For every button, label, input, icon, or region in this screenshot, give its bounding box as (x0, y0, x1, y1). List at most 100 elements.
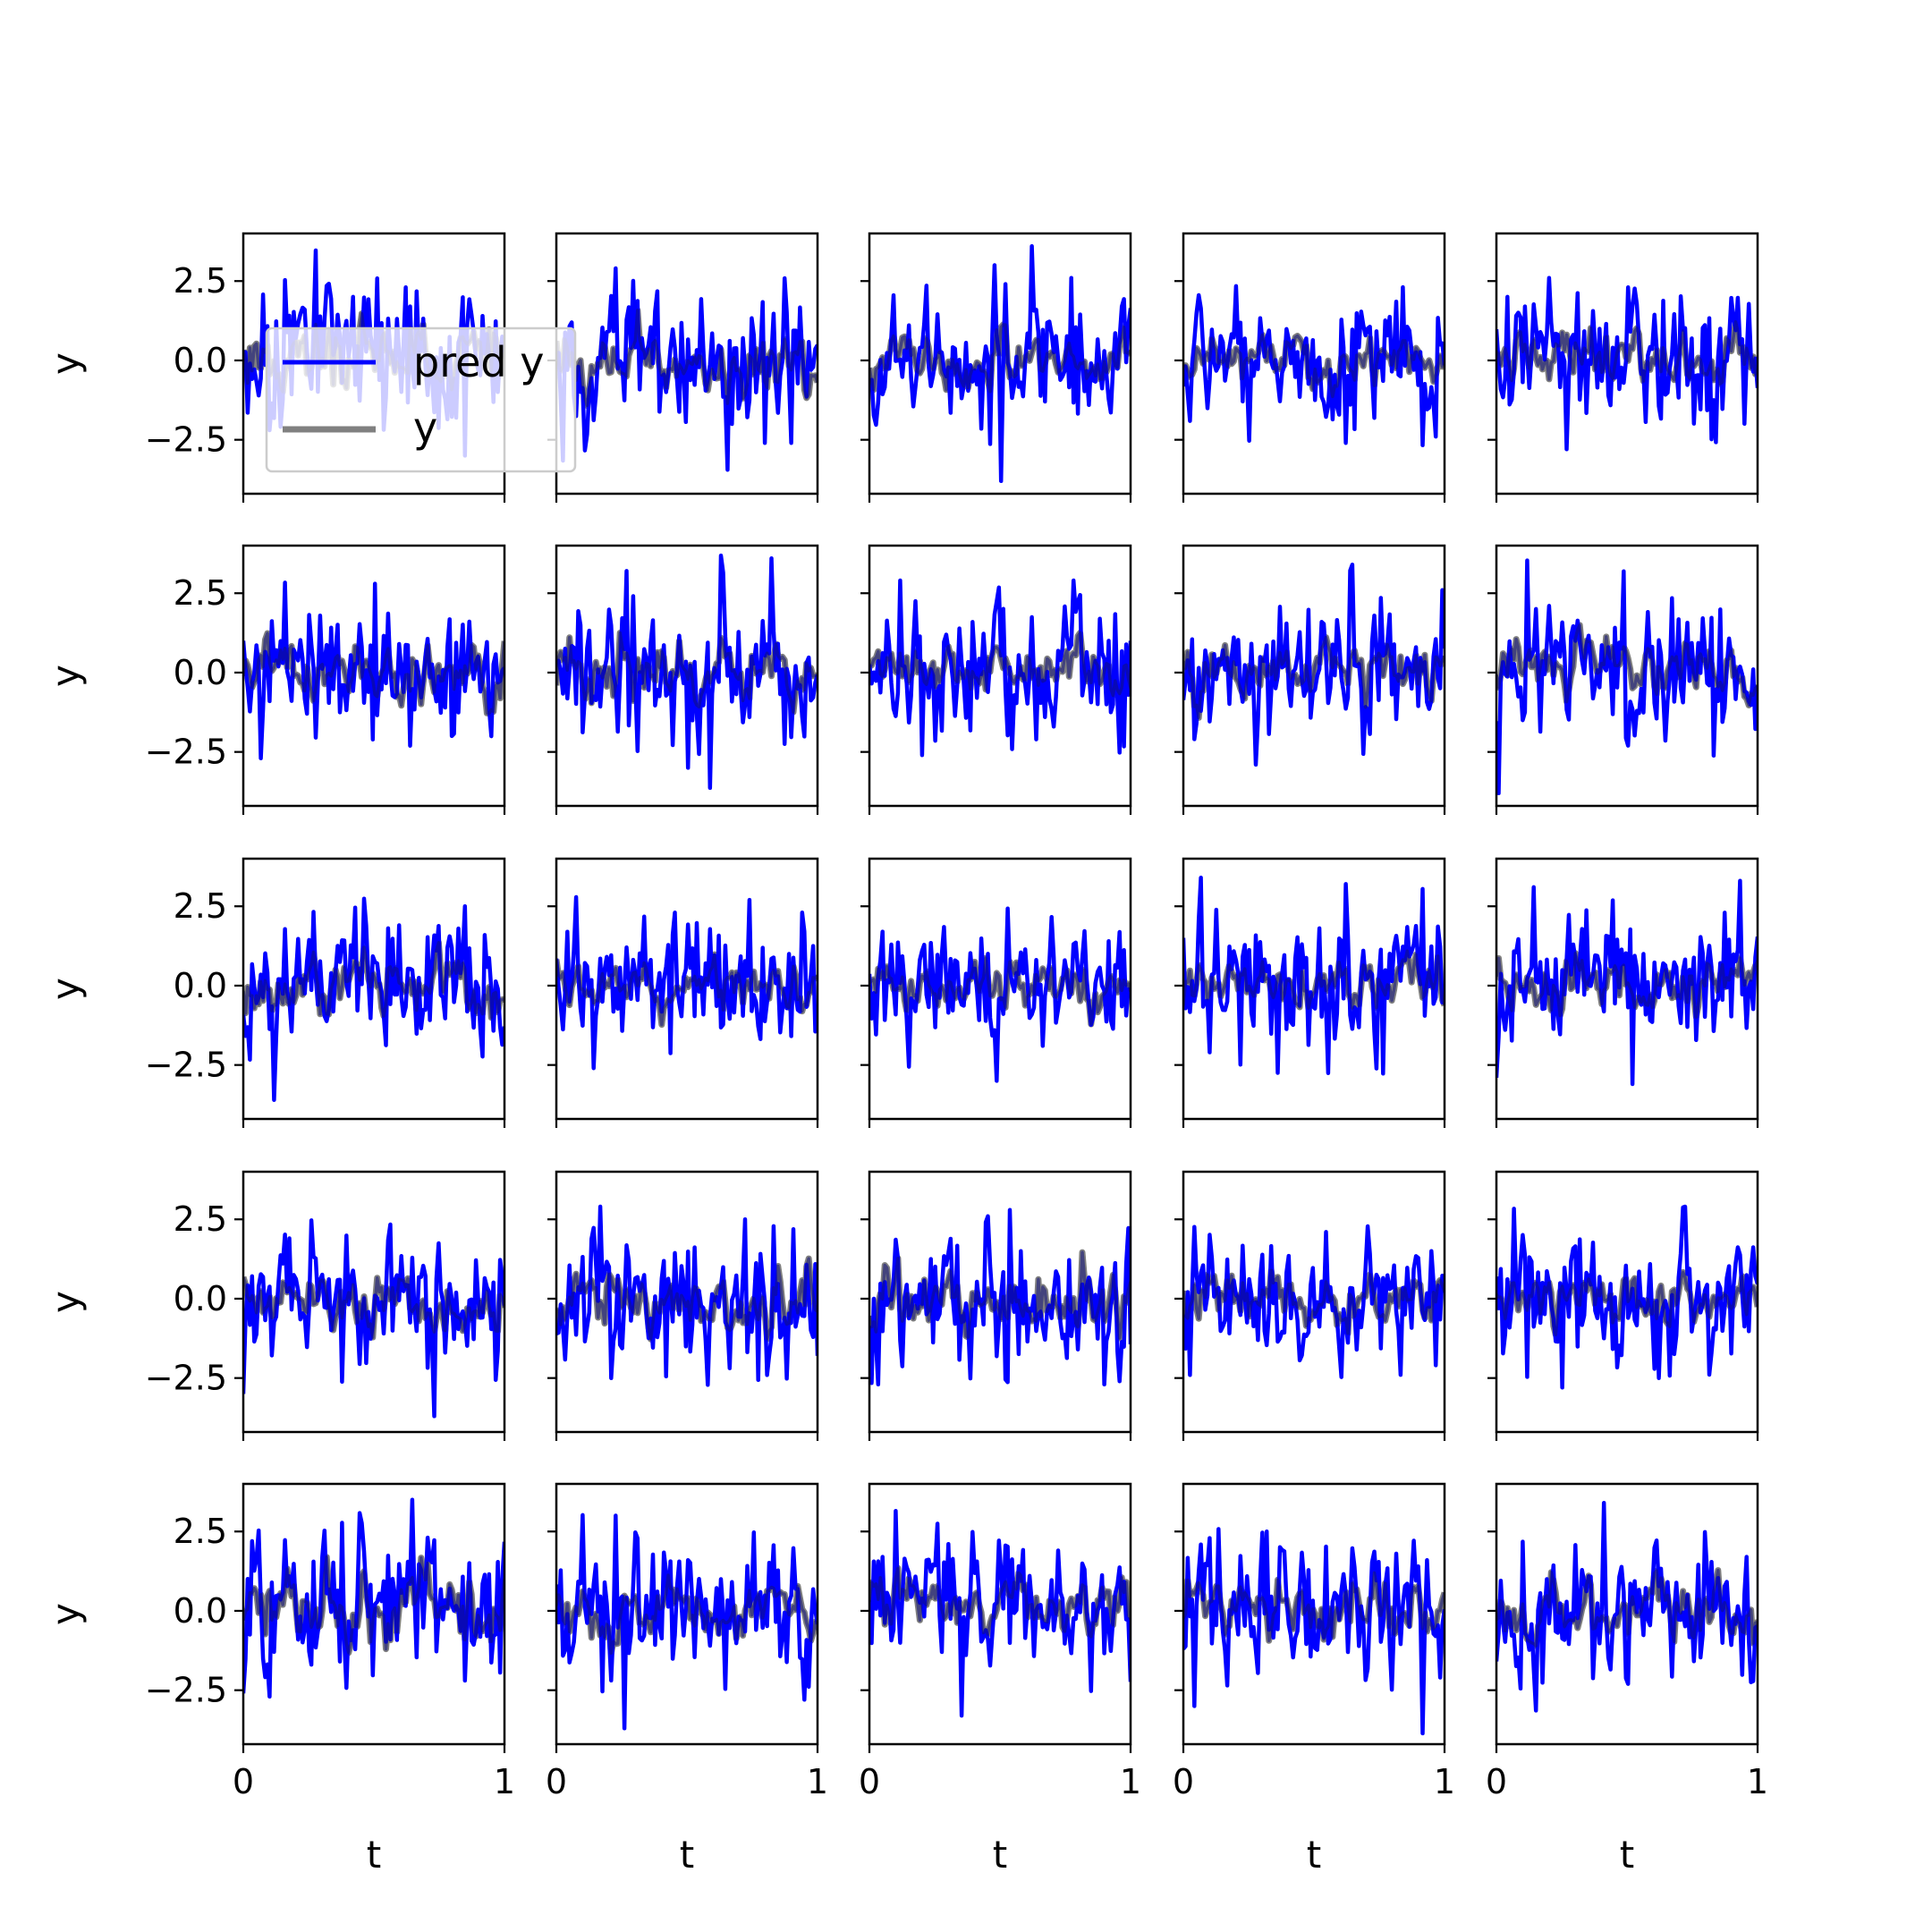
legend-label-pred-y: pred y (413, 338, 544, 386)
series-y-overlap (1183, 1571, 1445, 1643)
series-y-overlap (869, 1566, 1131, 1639)
subplot-0-2 (860, 232, 1132, 503)
series-y-overlap (556, 953, 818, 1027)
y-axis-label: y (44, 1291, 88, 1313)
series-pred-y-line (556, 1204, 818, 1387)
series-pred-y-line (1183, 1224, 1445, 1379)
subplot-0-3 (1174, 232, 1446, 503)
x-tick-label: 1 (1120, 1762, 1141, 1801)
series-pred-y-line (1496, 1501, 1758, 1713)
subplot-1-1 (547, 544, 819, 815)
y-tick-label: 0.0 (174, 1279, 227, 1318)
subplot-3-3 (1174, 1170, 1446, 1441)
series-pred-y-line (1496, 558, 1758, 796)
subplot-4-1: 0 1 t (546, 1482, 828, 1877)
axes-frame (1182, 544, 1446, 808)
axes-frame (1182, 1482, 1446, 1746)
subplot-4-0: 2.5 0.0 −2.5 0 1 y t (44, 1482, 515, 1877)
subplot-4-2: 0 1 t (859, 1482, 1141, 1877)
x-axis-label: t (680, 1833, 694, 1877)
y-axis-label: y (44, 978, 88, 1000)
subplot-grid: 2.5 0.0 −2.5 y 2.5 0.0 −2.5 y 2.5 0.0 −2.5 y 2.5 0.0 −… (44, 232, 1768, 1877)
series-y-overlap (1183, 1268, 1445, 1335)
axes-frame (1182, 232, 1446, 496)
y-tick-label: 0.0 (174, 341, 227, 380)
y-tick-label: 0.0 (174, 1591, 227, 1631)
x-axis-label: t (1307, 1833, 1321, 1877)
series-pred-y-line (1496, 878, 1758, 1087)
y-tick-label: −2.5 (145, 1671, 227, 1710)
series-y-overlap (1496, 623, 1758, 708)
axes-frame (1495, 1170, 1759, 1434)
x-tick-label: 0 (233, 1762, 254, 1801)
x-axis-label: t (367, 1833, 381, 1877)
subplot-1-4 (1487, 544, 1759, 815)
subplot-3-0: 2.5 0.0 −2.5 y (44, 1170, 506, 1441)
axes-frame (868, 544, 1132, 808)
axes-frame (868, 1482, 1132, 1746)
subplot-3-2 (860, 1170, 1132, 1441)
y-axis-label: y (44, 665, 88, 687)
y-tick-label: 0.0 (174, 966, 227, 1005)
series-y-overlap (243, 941, 504, 1020)
subplot-2-0: 2.5 0.0 −2.5 y (44, 857, 506, 1128)
series-pred-y-line (556, 553, 818, 791)
subplot-0-4 (1487, 232, 1759, 503)
axes-frame (555, 857, 819, 1121)
x-tick-label: 0 (1486, 1762, 1507, 1801)
axes-frame (555, 1482, 819, 1746)
x-tick-label: 1 (807, 1762, 828, 1801)
subplot-2-3 (1174, 857, 1446, 1128)
axes-frame (868, 232, 1132, 496)
series-y-overlap (1496, 1270, 1758, 1336)
series-y-overlap (1183, 635, 1445, 720)
y-tick-label: 0.0 (174, 653, 227, 692)
series-y-overlap (556, 1573, 818, 1656)
series-y-overlap (556, 309, 818, 408)
axes-frame (242, 1482, 506, 1746)
series-y-overlap (1496, 952, 1758, 1019)
y-axis-label: y (44, 1603, 88, 1625)
axes-frame (1182, 1170, 1446, 1434)
x-axis-label: t (1620, 1833, 1634, 1877)
subplot-2-1 (547, 857, 819, 1128)
axes-frame (242, 544, 506, 808)
axes-frame (555, 1170, 819, 1434)
series-y-overlap (869, 631, 1131, 698)
y-tick-label: 2.5 (174, 886, 227, 926)
subplot-2-2 (860, 857, 1132, 1128)
y-axis-label: y (44, 352, 88, 375)
series-pred-y-line (556, 894, 818, 1071)
x-tick-label: 1 (494, 1762, 515, 1801)
y-tick-label: 2.5 (174, 1512, 227, 1551)
series-pred-y-line (556, 1513, 818, 1731)
axes-frame (1182, 857, 1446, 1121)
axes-frame (868, 857, 1132, 1121)
series-pred-y-line (1183, 876, 1445, 1076)
subplot-1-2 (860, 544, 1132, 815)
y-tick-label: −2.5 (145, 420, 227, 460)
series-pred-y-line (1496, 275, 1758, 452)
series-y-overlap (1496, 319, 1758, 386)
x-tick-label: 0 (546, 1762, 567, 1801)
axes-frame (242, 1170, 506, 1434)
series-y-overlap (243, 1275, 504, 1339)
series-y-overlap (556, 631, 818, 714)
x-axis-label: t (993, 1833, 1007, 1877)
x-tick-label: 1 (1434, 1762, 1455, 1801)
y-tick-label: 2.5 (174, 261, 227, 301)
axes-frame (555, 544, 819, 808)
x-tick-label: 1 (1747, 1762, 1768, 1801)
subplot-0-1 (547, 232, 819, 503)
series-y-overlap (869, 323, 1131, 394)
series-y-overlap (1183, 949, 1445, 1011)
series-y-overlap (243, 631, 504, 716)
series-y-overlap (243, 1555, 504, 1655)
axes-frame (1495, 544, 1759, 808)
legend: pred y y (265, 326, 577, 473)
axes-frame (1495, 232, 1759, 496)
series-y-overlap (1496, 1568, 1758, 1648)
series-pred-y-line (869, 578, 1131, 758)
legend-label-y: y (413, 403, 437, 452)
